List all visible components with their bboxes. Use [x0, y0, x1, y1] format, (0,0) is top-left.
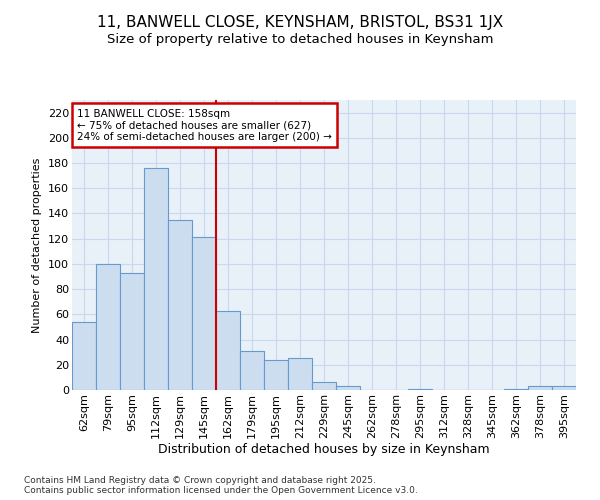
Text: Contains HM Land Registry data © Crown copyright and database right 2025.
Contai: Contains HM Land Registry data © Crown c…: [24, 476, 418, 495]
Bar: [288, 358, 312, 390]
Bar: [264, 360, 288, 390]
Bar: [552, 386, 576, 390]
Y-axis label: Number of detached properties: Number of detached properties: [32, 158, 43, 332]
Text: 11, BANWELL CLOSE, KEYNSHAM, BRISTOL, BS31 1JX: 11, BANWELL CLOSE, KEYNSHAM, BRISTOL, BS…: [97, 15, 503, 30]
Bar: [120, 272, 144, 390]
Bar: [96, 264, 120, 390]
Bar: [336, 386, 360, 390]
Bar: [72, 322, 96, 390]
Bar: [528, 386, 552, 390]
Bar: [312, 382, 336, 390]
Bar: [504, 388, 528, 390]
Bar: [144, 168, 168, 390]
Text: 11 BANWELL CLOSE: 158sqm
← 75% of detached houses are smaller (627)
24% of semi-: 11 BANWELL CLOSE: 158sqm ← 75% of detach…: [77, 108, 332, 142]
Bar: [240, 351, 264, 390]
Bar: [192, 238, 216, 390]
Bar: [408, 388, 432, 390]
Bar: [216, 310, 240, 390]
Bar: [168, 220, 192, 390]
Text: Size of property relative to detached houses in Keynsham: Size of property relative to detached ho…: [107, 32, 493, 46]
X-axis label: Distribution of detached houses by size in Keynsham: Distribution of detached houses by size …: [158, 444, 490, 456]
